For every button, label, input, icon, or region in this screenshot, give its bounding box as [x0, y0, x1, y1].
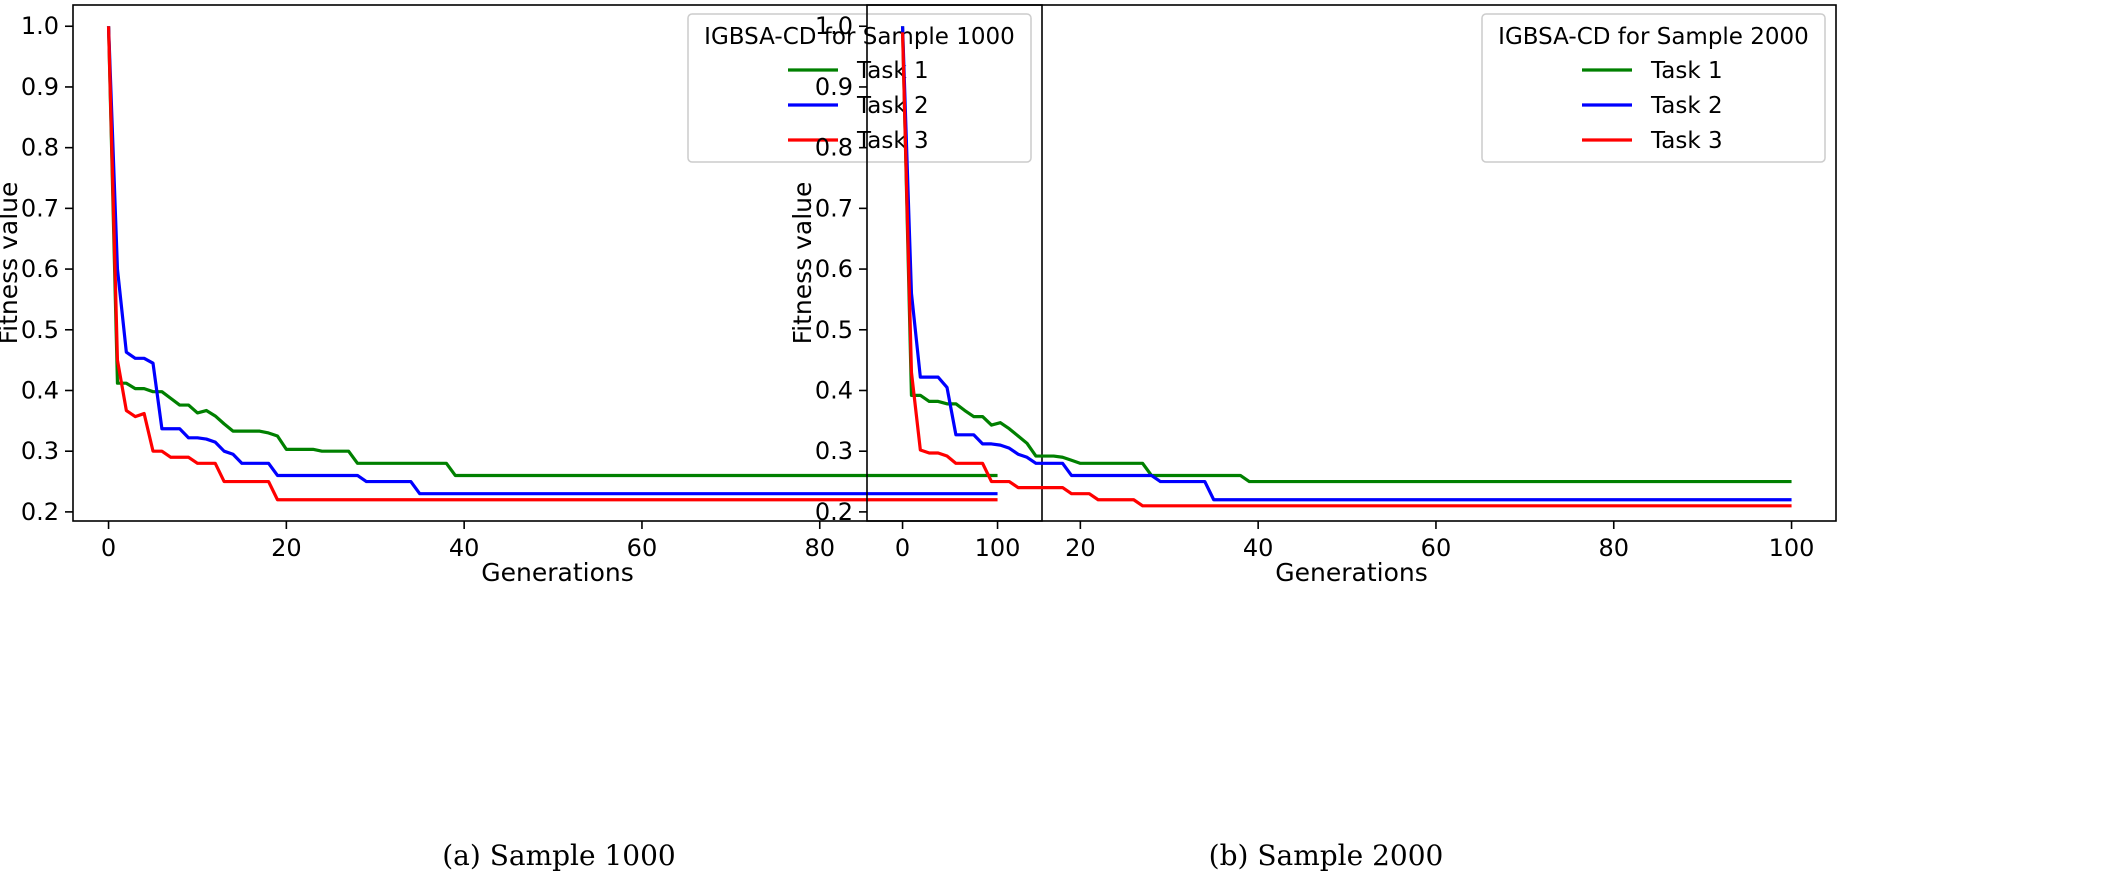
y-tick-label: 0.9	[815, 73, 853, 101]
legend-label-task-3: Task 3	[856, 128, 929, 154]
x-tick-label: 100	[1769, 534, 1815, 562]
x-tick-label: 20	[1065, 534, 1096, 562]
legend-label-task-1: Task 1	[1650, 58, 1723, 84]
figure-caption: (a) Sample 1000	[442, 839, 675, 872]
x-tick-label: 0	[895, 534, 910, 562]
legend-label-task-1: Task 1	[856, 58, 929, 84]
x-tick-label: 60	[1421, 534, 1452, 562]
y-tick-label: 0.7	[815, 194, 853, 222]
x-tick-label: 0	[101, 534, 116, 562]
y-tick-label: 0.5	[21, 316, 59, 344]
x-axis-label: Generations	[481, 558, 634, 587]
x-tick-label: 80	[804, 534, 835, 562]
figure-caption: (b) Sample 2000	[1209, 839, 1444, 872]
y-tick-label: 0.7	[21, 194, 59, 222]
x-tick-label: 40	[449, 534, 480, 562]
legend-label-task-2: Task 2	[856, 93, 929, 119]
y-tick-label: 0.8	[21, 134, 59, 162]
x-tick-label: 80	[1598, 534, 1629, 562]
y-axis-label: Fitness value	[0, 182, 23, 345]
series-line-task-3	[106, 26, 998, 502]
legend-label-task-2: Task 2	[1650, 93, 1723, 119]
y-tick-label: 0.2	[815, 498, 853, 526]
y-tick-label: 0.3	[21, 437, 59, 465]
legend-title: IGBSA-CD for Sample 1000	[704, 24, 1015, 50]
series-line-task-1	[900, 26, 1792, 484]
x-tick-label: 100	[975, 534, 1021, 562]
panel-sample-2000: 0 20 40 60 80 100 0.2 0.3 0.4 0.5 0.6 0.7 0.8 0.9 1.0 G…	[788, 4, 1837, 872]
plot-frame	[866, 4, 1837, 522]
x-axis-label: Generations	[1275, 558, 1428, 587]
y-tick-label: 0.6	[815, 255, 853, 283]
y-tick-label: 0.9	[21, 73, 59, 101]
x-tick-label: 40	[1243, 534, 1274, 562]
panel-sample-1000: 0 20 40 60 80 100 0.2 0.3 0.4 0.5 0.6 0.7 0.8 0.9 1.0 G…	[0, 4, 1043, 872]
legend: IGBSA-CD for Sample 1000 Task 1 Task 2 Task…	[687, 13, 1032, 163]
y-tick-label: 1.0	[21, 12, 59, 40]
y-tick-label: 0.5	[815, 316, 853, 344]
plot-frame	[72, 4, 1043, 522]
series-line-task-2	[900, 26, 1792, 502]
series-line-task-1	[106, 26, 998, 478]
y-tick-label: 0.8	[815, 134, 853, 162]
y-tick-label: 0.3	[815, 437, 853, 465]
y-tick-label: 0.4	[21, 376, 59, 404]
x-tick-label: 20	[271, 534, 302, 562]
legend-box	[687, 13, 1032, 163]
legend: IGBSA-CD for Sample 2000 Task 1 Task 2 Task…	[1481, 13, 1826, 163]
series-line-task-3	[900, 32, 1792, 508]
y-tick-label: 0.6	[21, 255, 59, 283]
y-tick-label: 0.2	[21, 498, 59, 526]
series-line-task-2	[106, 26, 998, 496]
x-tick-label: 60	[627, 534, 658, 562]
y-tick-label: 0.4	[815, 376, 853, 404]
y-tick-label: 1.0	[815, 12, 853, 40]
legend-label-task-3: Task 3	[1650, 128, 1723, 154]
y-axis-label: Fitness value	[788, 182, 817, 345]
legend-title: IGBSA-CD for Sample 2000	[1498, 24, 1809, 50]
legend-box	[1481, 13, 1826, 163]
